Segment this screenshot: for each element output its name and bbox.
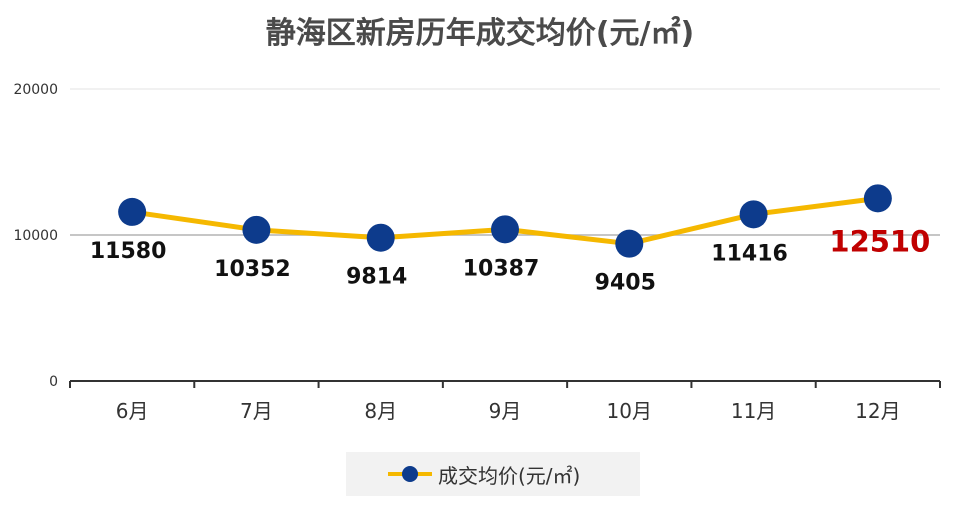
y-tick-label: 10000: [13, 228, 58, 244]
data-label: 10387: [463, 256, 540, 281]
x-tick-label: 9月: [489, 399, 522, 423]
data-point: [491, 215, 519, 244]
data-label: 9814: [346, 265, 407, 290]
legend: 成交均价(元/㎡): [346, 452, 640, 496]
legend-label: 成交均价(元/㎡): [438, 463, 581, 488]
data-label: 9405: [595, 271, 656, 296]
x-tick-label: 11月: [731, 399, 776, 423]
data-label: 11580: [90, 239, 167, 264]
data-point: [118, 197, 147, 226]
x-tick-label: 10月: [607, 399, 652, 423]
x-tick-label: 8月: [364, 399, 397, 423]
chart-title: 静海区新房历年成交均价(元/㎡): [265, 16, 695, 51]
data-point: [366, 223, 395, 252]
data-label: 12510: [829, 224, 930, 258]
data-label: 11416: [711, 241, 788, 266]
y-tick-label: 20000: [13, 82, 58, 98]
data-point: [615, 229, 644, 258]
x-tick-label: 7月: [240, 399, 273, 423]
data-point: [739, 200, 768, 229]
data-point: [863, 184, 892, 213]
y-tick-label: 0: [49, 374, 58, 390]
data-label: 10352: [214, 257, 291, 282]
data-point: [242, 215, 271, 244]
x-tick-label: 6月: [116, 399, 149, 423]
x-tick-label: 12月: [855, 399, 900, 423]
legend-marker-icon: [388, 452, 432, 496]
